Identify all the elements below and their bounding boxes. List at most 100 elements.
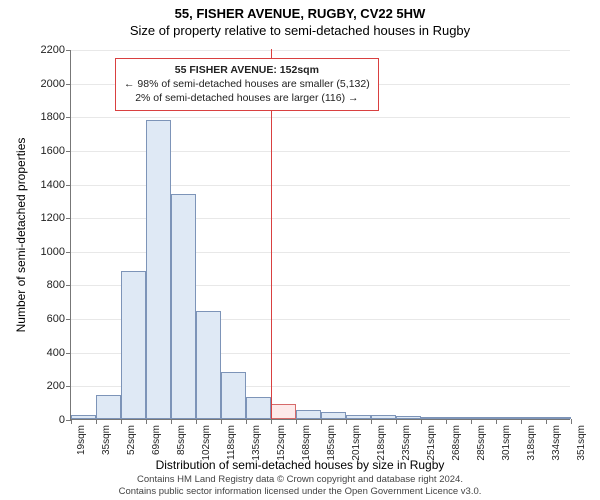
xtick-label: 268sqm xyxy=(451,425,462,461)
ytick-mark xyxy=(66,117,71,118)
xtick-label: 185sqm xyxy=(326,425,337,461)
ytick-label: 1800 xyxy=(41,111,65,123)
xtick-label: 85sqm xyxy=(176,425,187,455)
ytick-label: 600 xyxy=(47,313,65,325)
xtick-mark xyxy=(571,419,572,424)
xtick-mark xyxy=(421,419,422,424)
xtick-mark xyxy=(321,419,322,424)
xtick-label: 351sqm xyxy=(576,425,587,461)
annotation-smaller: ← 98% of semi-detached houses are smalle… xyxy=(124,77,370,91)
ytick-label: 400 xyxy=(47,347,65,359)
ytick-mark xyxy=(66,185,71,186)
xtick-mark xyxy=(521,419,522,424)
gridline xyxy=(71,50,570,51)
ytick-mark xyxy=(66,285,71,286)
annotation-larger: 2% of semi-detached houses are larger (1… xyxy=(124,91,370,105)
xtick-label: 201sqm xyxy=(351,425,362,461)
bar xyxy=(421,417,446,419)
ytick-label: 0 xyxy=(59,414,65,426)
xtick-label: 301sqm xyxy=(501,425,512,461)
xtick-label: 19sqm xyxy=(76,425,87,455)
xtick-mark xyxy=(146,419,147,424)
bar xyxy=(446,417,471,419)
ytick-mark xyxy=(66,319,71,320)
xtick-mark xyxy=(371,419,372,424)
xtick-label: 318sqm xyxy=(526,425,537,461)
address-line: 55, FISHER AVENUE, RUGBY, CV22 5HW xyxy=(0,6,600,21)
ytick-label: 2200 xyxy=(41,44,65,56)
bar xyxy=(221,372,246,419)
y-axis-label: Number of semi-detached properties xyxy=(14,138,28,333)
chart-area: 55 FISHER AVENUE: 152sqm ← 98% of semi-d… xyxy=(70,50,570,420)
bar xyxy=(121,271,146,419)
annotation-title: 55 FISHER AVENUE: 152sqm xyxy=(124,63,370,77)
xtick-mark xyxy=(121,419,122,424)
ytick-label: 1600 xyxy=(41,145,65,157)
ytick-mark xyxy=(66,353,71,354)
xtick-mark xyxy=(71,419,72,424)
header: 55, FISHER AVENUE, RUGBY, CV22 5HW Size … xyxy=(0,0,600,38)
xtick-mark xyxy=(196,419,197,424)
ytick-mark xyxy=(66,252,71,253)
xtick-label: 52sqm xyxy=(126,425,137,455)
xtick-mark xyxy=(471,419,472,424)
xtick-label: 152sqm xyxy=(276,425,287,461)
footer-line-2: Contains public sector information licen… xyxy=(0,486,600,498)
bar xyxy=(396,416,421,419)
chart-subtitle: Size of property relative to semi-detach… xyxy=(0,23,600,38)
bar xyxy=(171,194,196,419)
xtick-label: 69sqm xyxy=(151,425,162,455)
annotation-box: 55 FISHER AVENUE: 152sqm ← 98% of semi-d… xyxy=(115,58,379,111)
plot-area: 55 FISHER AVENUE: 152sqm ← 98% of semi-d… xyxy=(70,50,570,420)
ytick-label: 200 xyxy=(47,380,65,392)
bar xyxy=(496,417,521,419)
xtick-mark xyxy=(96,419,97,424)
xtick-mark xyxy=(171,419,172,424)
ytick-label: 1200 xyxy=(41,212,65,224)
bar xyxy=(296,410,321,419)
xtick-label: 285sqm xyxy=(476,425,487,461)
ytick-mark xyxy=(66,151,71,152)
ytick-mark xyxy=(66,84,71,85)
xtick-mark xyxy=(246,419,247,424)
xtick-label: 118sqm xyxy=(226,425,237,460)
ytick-label: 800 xyxy=(47,279,65,291)
xtick-label: 35sqm xyxy=(101,425,112,455)
footer: Contains HM Land Registry data © Crown c… xyxy=(0,474,600,498)
xtick-label: 334sqm xyxy=(551,425,562,461)
bar xyxy=(346,415,371,419)
xtick-label: 251sqm xyxy=(426,425,437,461)
xtick-label: 102sqm xyxy=(201,425,212,461)
ytick-mark xyxy=(66,386,71,387)
gridline xyxy=(71,117,570,118)
ytick-mark xyxy=(66,218,71,219)
x-axis-label: Distribution of semi-detached houses by … xyxy=(0,458,600,472)
ytick-label: 1400 xyxy=(41,179,65,191)
xtick-mark xyxy=(346,419,347,424)
bar xyxy=(196,311,221,419)
chart-container: 55, FISHER AVENUE, RUGBY, CV22 5HW Size … xyxy=(0,0,600,500)
xtick-label: 168sqm xyxy=(301,425,312,461)
xtick-mark xyxy=(496,419,497,424)
bar xyxy=(146,120,171,419)
bar-highlight xyxy=(271,404,296,419)
xtick-mark xyxy=(396,419,397,424)
bar xyxy=(471,417,496,419)
xtick-label: 135sqm xyxy=(251,425,262,461)
xtick-mark xyxy=(546,419,547,424)
bar xyxy=(71,415,96,419)
bar xyxy=(371,415,396,419)
xtick-mark xyxy=(221,419,222,424)
xtick-mark xyxy=(271,419,272,424)
ytick-label: 1000 xyxy=(41,246,65,258)
xtick-label: 218sqm xyxy=(376,425,387,461)
xtick-mark xyxy=(446,419,447,424)
bar xyxy=(521,417,546,419)
ytick-mark xyxy=(66,50,71,51)
xtick-mark xyxy=(296,419,297,424)
bar xyxy=(96,395,121,419)
ytick-label: 2000 xyxy=(41,78,65,90)
xtick-label: 235sqm xyxy=(401,425,412,461)
bar xyxy=(321,412,346,419)
bar xyxy=(246,397,271,419)
